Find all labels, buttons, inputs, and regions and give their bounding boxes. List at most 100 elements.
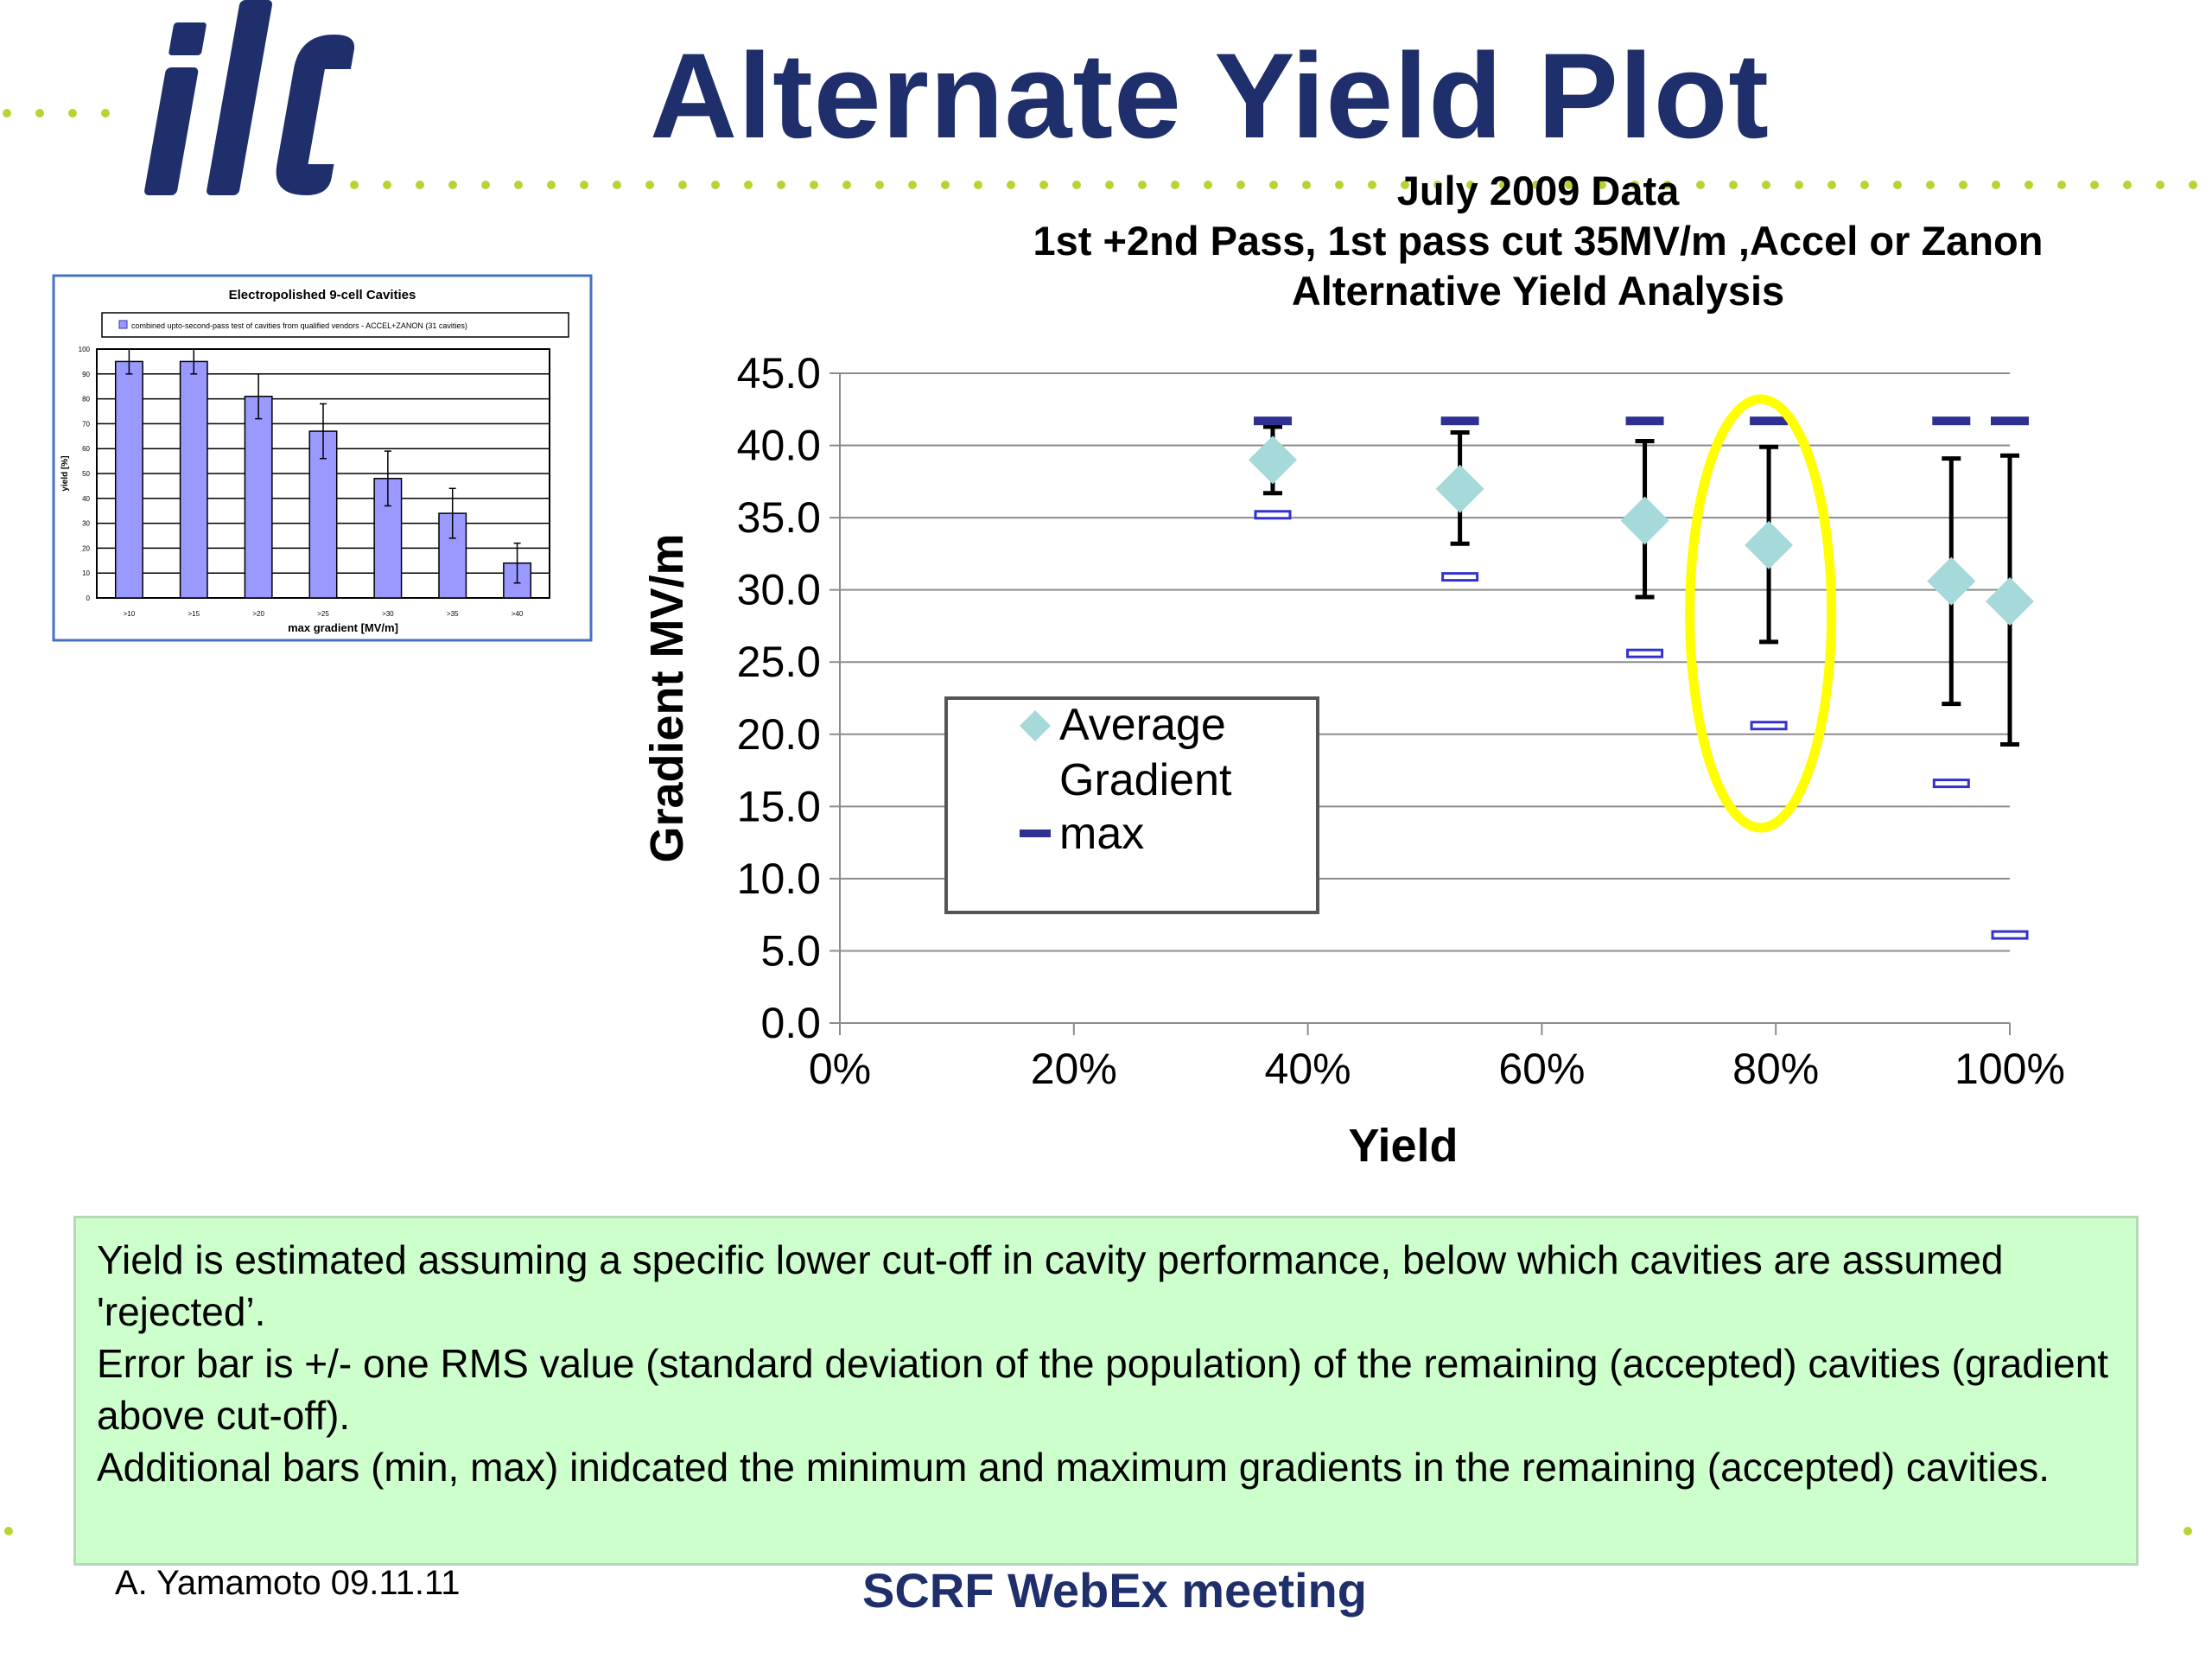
- inset-y-axis-label: yield [%]: [60, 455, 70, 491]
- deco-dot: [613, 181, 621, 189]
- note-yield: Yield is estimated assuming a specific l…: [97, 1237, 2004, 1334]
- chart-title: July 2009 Data 1st +2nd Pass, 1st pass c…: [916, 166, 2160, 316]
- average-gradient-marker: [1435, 464, 1484, 513]
- inset-x-tick-label: >15: [188, 610, 200, 618]
- deco-dot: [1795, 181, 1803, 189]
- deco-dot: [4, 1527, 13, 1535]
- x-tick-label: 0%: [809, 1045, 871, 1093]
- average-gradient-marker: [1745, 520, 1794, 569]
- deco-dot: [1302, 181, 1311, 189]
- deco-dot: [514, 181, 523, 189]
- inset-legend-swatch: [118, 320, 128, 329]
- deco-dot: [1992, 181, 2000, 189]
- inset-x-tick-label: >20: [252, 610, 264, 618]
- min-marker: [1254, 510, 1292, 520]
- slide-title: Alternate Yield Plot: [650, 28, 1770, 163]
- deco-dot: [1105, 181, 1114, 189]
- deco-dot: [2024, 181, 2033, 189]
- inset-x-axis-label: max gradient [MV/m]: [288, 621, 398, 634]
- min-marker: [1932, 779, 1970, 789]
- inset-y-tick-label: 40: [82, 495, 90, 503]
- deco-dot: [1171, 181, 1179, 189]
- legend-label-line: Gradient: [1059, 755, 1232, 805]
- inset-x-tick-label: >30: [382, 610, 394, 618]
- inset-title: Electropolished 9-cell Cavities: [229, 288, 416, 302]
- deco-dot: [1926, 181, 1935, 189]
- average-gradient-marker: [1927, 556, 1976, 606]
- chart-title-line-2: 1st +2nd Pass, 1st pass cut 35MV/m ,Acce…: [1033, 218, 2044, 264]
- inset-x-tick-label: >40: [512, 610, 524, 618]
- inset-y-tick-label: 100: [79, 346, 91, 353]
- inset-bar-chart: Electropolished 9-cell Cavities combined …: [52, 274, 593, 642]
- deco-dot: [547, 181, 556, 189]
- min-marker: [1750, 721, 1788, 731]
- max-marker: [1440, 416, 1479, 426]
- deco-dot: [350, 181, 359, 189]
- inset-y-tick-label: 80: [82, 396, 90, 404]
- deco-dot: [1401, 181, 1409, 189]
- x-tick-label: 100%: [1955, 1045, 2065, 1093]
- y-tick-label: 40.0: [737, 422, 821, 470]
- deco-dot: [2183, 1527, 2192, 1535]
- min-marker: [1441, 572, 1479, 582]
- deco-dot: [1039, 181, 1048, 189]
- deco-dot: [1729, 181, 1738, 189]
- deco-dot: [1860, 181, 1869, 189]
- deco-dot: [1696, 181, 1705, 189]
- max-marker: [1991, 416, 2029, 426]
- deco-dot: [1598, 181, 1606, 189]
- yield-scatter-chart: 0.0 5.0 10.0 15.0 20.0 25.0 30.0 35.0 40.0 45.0 0%…: [641, 349, 2065, 1172]
- data-point-group: [1248, 416, 1297, 520]
- deco-dot: [1072, 181, 1081, 189]
- y-tick-label: 10.0: [737, 855, 821, 903]
- inset-y-tick-label: 90: [82, 371, 90, 378]
- inset-bar: [244, 395, 273, 599]
- min-marker: [1626, 648, 1664, 658]
- note-error-bar: Error bar is +/- one RMS value (standard…: [97, 1341, 2109, 1438]
- deco-dot: [1466, 181, 1475, 189]
- deco-dot: [1269, 181, 1278, 189]
- chart-title-line-3: Alternative Yield Analysis: [1291, 268, 1785, 314]
- legend-label-line: Average: [1059, 700, 1226, 750]
- data-point-group: [1435, 416, 1484, 582]
- deco-dot: [744, 181, 753, 189]
- x-axis-label: Yield: [1348, 1120, 1458, 1172]
- deco-dot: [481, 181, 490, 189]
- x-tick-label: 60%: [1498, 1045, 1585, 1093]
- max-marker: [1932, 416, 1971, 426]
- data-point-group: [1620, 416, 1669, 658]
- deco-dot: [908, 181, 917, 189]
- y-tick-label: 0.0: [760, 999, 821, 1047]
- deco-dot: [810, 181, 818, 189]
- deco-dot: [2057, 181, 2066, 189]
- decorative-dot-rows: [3, 109, 2197, 1535]
- average-gradient-marker: [1986, 577, 2034, 626]
- note-min-max: Additional bars (min, max) inidcated the…: [97, 1445, 2050, 1490]
- deco-dot: [383, 181, 391, 189]
- data-point-group: [1745, 416, 1794, 731]
- deco-dot: [1663, 181, 1672, 189]
- ilc-logo: [144, 0, 355, 195]
- inset-x-tick-label: >25: [317, 610, 329, 618]
- deco-dot: [678, 181, 687, 189]
- x-tick-label: 40%: [1265, 1045, 1351, 1093]
- deco-dot: [1827, 181, 1836, 189]
- deco-dot: [1762, 181, 1770, 189]
- deco-dot: [1433, 181, 1442, 189]
- chart-title-line-1: July 2009 Data: [1396, 168, 1680, 213]
- inset-y-tick-label: 0: [86, 594, 91, 602]
- deco-dot: [2156, 181, 2164, 189]
- inset-x-tick-label: >10: [124, 610, 136, 618]
- highlight-ellipse: [1685, 394, 1837, 833]
- deco-dot: [1335, 181, 1344, 189]
- x-tick-label: 80%: [1732, 1045, 1819, 1093]
- y-tick-label: 45.0: [737, 349, 821, 397]
- deco-dot: [941, 181, 950, 189]
- inset-y-tick-label: 50: [82, 470, 90, 478]
- y-axis-label: Gradient MV/m: [641, 533, 693, 862]
- deco-dot: [1368, 181, 1376, 189]
- inset-y-tick-label: 20: [82, 544, 90, 552]
- deco-dot: [3, 109, 11, 118]
- deco-dot: [2123, 181, 2132, 189]
